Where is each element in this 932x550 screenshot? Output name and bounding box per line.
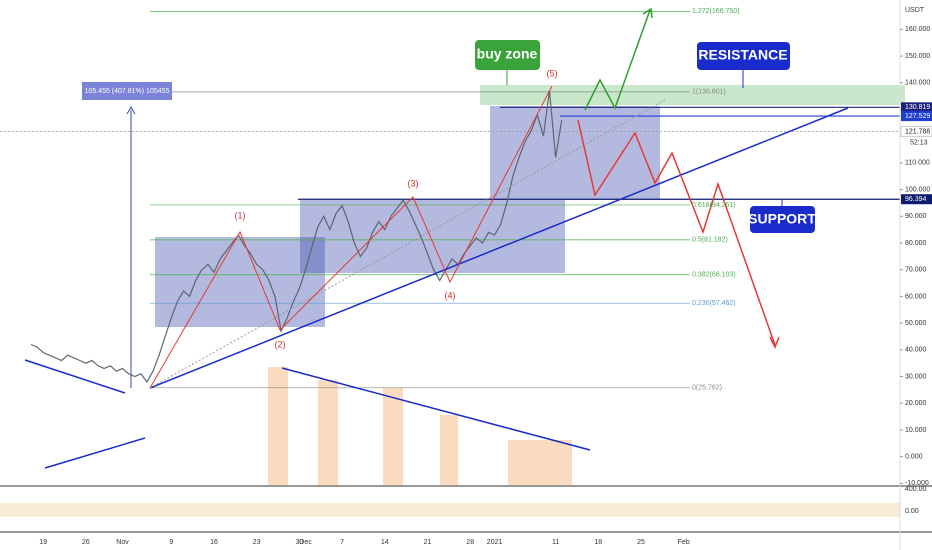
x-tick-label: 30: [296, 539, 304, 546]
price-tag-label: 127.529: [905, 113, 930, 120]
buy-zone-label: buy zone: [477, 46, 538, 62]
marks: [0, 10, 900, 389]
x-tick-label: 7: [340, 539, 344, 546]
x-tick-label: 18: [594, 539, 602, 546]
projection-down: [577, 119, 776, 346]
y-tick-label: 20.000: [905, 400, 927, 407]
y-tick-label: 10.000: [905, 427, 927, 434]
arrow-head: [642, 7, 653, 19]
x-tick-label: 28: [466, 539, 474, 546]
y-tick-label: 110.000: [905, 160, 930, 167]
x-tick-label: 26: [82, 539, 90, 546]
x-tick-label: 2021: [487, 539, 503, 546]
arrow-head: [769, 336, 780, 349]
price-tag: [901, 194, 932, 205]
x-tick-label: 19: [39, 539, 47, 546]
wave-label: (1): [235, 210, 246, 220]
oscillator-tick: 0.00: [905, 508, 919, 515]
price-tag: [901, 111, 932, 122]
range-box: [155, 237, 325, 327]
oscillator-tick: 400.00: [905, 486, 927, 493]
countdown: 52:13: [910, 139, 928, 146]
y-tick-label: 40.000: [905, 347, 927, 354]
y-tick-label: 100.000: [905, 186, 930, 193]
y-tick-label: 0.000: [905, 453, 923, 460]
buy-zone-box: [475, 40, 540, 70]
y-tick-label: 90.000: [905, 213, 927, 220]
price-tag-label: 121.788: [905, 128, 930, 135]
x-tick-label: Feb: [678, 539, 690, 546]
fib-label: 1(136.601): [692, 89, 726, 96]
range-box: [490, 106, 660, 200]
price-line: [30, 90, 563, 383]
x-tick-label: Nov: [116, 539, 129, 546]
y-tick-label: 70.000: [905, 267, 927, 274]
trend-lines: [24, 107, 849, 469]
fib-label: 0(25.762): [692, 385, 722, 392]
range-box: [300, 200, 565, 273]
price-tag-label: 130.819: [905, 104, 930, 111]
price-tag: [901, 102, 932, 113]
y-tick-label: 150.000: [905, 53, 930, 60]
x-tick-label: 16: [210, 539, 218, 546]
y-tick-label: 80.000: [905, 240, 927, 247]
support-label: SUPPORT: [748, 211, 816, 227]
measure-box: [82, 82, 172, 100]
x-tick-label: 21: [424, 539, 432, 546]
x-tick-label: 9: [169, 539, 173, 546]
fib-label: 0.618(94.261): [692, 202, 736, 209]
fib-label: 0.236(57.462): [692, 300, 736, 307]
projection-up: [584, 9, 651, 111]
price-tag-label: 96.394: [905, 196, 927, 203]
y-tick-label: 30.000: [905, 373, 927, 380]
wave-label: (2): [275, 339, 286, 349]
fib-label: 0.382(68.103): [692, 272, 736, 279]
x-tick-label: 14: [381, 539, 389, 546]
y-tick-label: 160.000: [905, 26, 930, 33]
y-tick-label: 140.000: [905, 80, 930, 87]
x-tick-label: 25: [637, 539, 645, 546]
wave-label: (3): [408, 178, 419, 188]
support-box: [750, 206, 815, 233]
price-tag: [900, 125, 932, 137]
y-tick-label: 50.000: [905, 320, 927, 327]
wave-path: [149, 85, 553, 389]
wave-label: (4): [445, 290, 456, 300]
arrow-head: [126, 105, 136, 115]
fib-label: 0.5(81.182): [692, 237, 728, 244]
measure-label: 105.455 (407.81%) 105455: [85, 88, 170, 95]
buy-zone-area: [480, 85, 905, 105]
unit-label: USDT: [905, 7, 925, 14]
fib-label: 1.272(166.750): [692, 8, 739, 15]
y-tick-label: 60.000: [905, 293, 927, 300]
volume-highlights: [268, 367, 572, 485]
resistance-box: [697, 42, 790, 70]
x-tick-label: 23: [253, 539, 261, 546]
x-tick-label: 11: [552, 539, 559, 546]
resistance-label: RESISTANCE: [698, 47, 787, 63]
x-tick-label: Dec: [299, 539, 312, 546]
y-tick-label: -10.000: [905, 480, 929, 487]
oscillator-band: [0, 503, 900, 517]
wave-label: (5): [547, 68, 558, 78]
